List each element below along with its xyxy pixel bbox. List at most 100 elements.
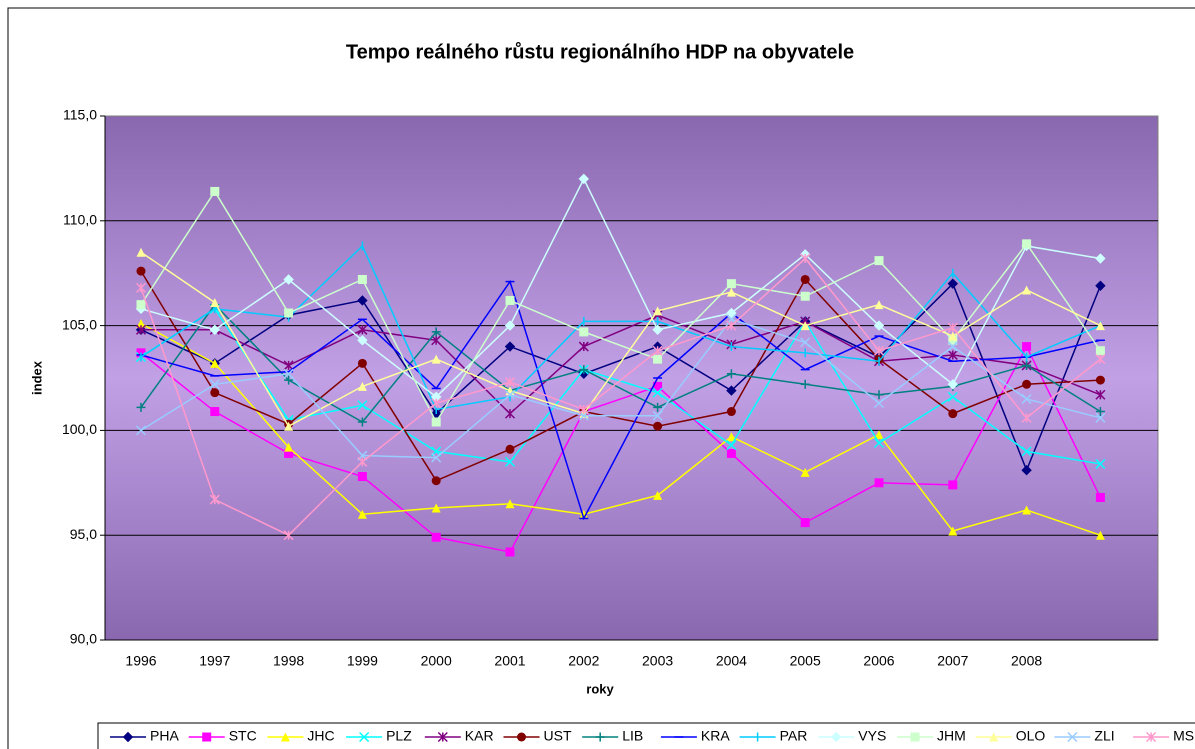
marker — [283, 530, 294, 541]
marker — [726, 287, 736, 297]
marker — [210, 298, 220, 308]
marker — [504, 320, 516, 331]
marker — [136, 266, 146, 276]
marker — [1022, 285, 1032, 295]
marker — [505, 295, 515, 305]
marker — [726, 369, 736, 379]
marker — [210, 388, 220, 398]
marker — [948, 480, 958, 490]
marker — [948, 409, 958, 419]
marker — [431, 532, 441, 542]
marker — [1022, 342, 1032, 352]
marker — [1021, 393, 1032, 404]
legend-label: PLZ — [386, 728, 412, 744]
marker — [652, 410, 663, 421]
x-tick-label: 2002 — [568, 653, 599, 669]
marker — [1022, 505, 1032, 515]
marker — [873, 345, 885, 356]
marker — [284, 442, 294, 452]
x-tick-label: 2001 — [494, 653, 525, 669]
marker — [505, 499, 515, 509]
marker — [1095, 354, 1106, 365]
marker — [357, 324, 368, 335]
marker — [280, 732, 290, 742]
marker — [653, 421, 663, 431]
marker — [284, 421, 294, 431]
marker — [437, 731, 448, 743]
marker — [873, 437, 885, 449]
marker — [726, 307, 737, 319]
marker — [1095, 321, 1105, 331]
marker — [726, 385, 737, 396]
marker — [947, 322, 958, 333]
series-line — [140, 344, 1102, 553]
marker — [800, 253, 811, 264]
marker — [726, 448, 736, 458]
marker — [653, 354, 663, 364]
marker — [284, 375, 294, 385]
legend-label: LIB — [622, 728, 643, 744]
series-line — [140, 322, 1101, 536]
marker — [136, 402, 146, 412]
marker — [874, 430, 884, 440]
marker — [504, 456, 516, 467]
marker — [595, 732, 605, 742]
marker — [653, 306, 663, 316]
marker — [284, 308, 294, 318]
marker — [653, 490, 663, 500]
marker — [431, 417, 441, 427]
marker — [136, 300, 146, 310]
x-tick-label: 1998 — [273, 653, 304, 669]
marker — [283, 360, 294, 371]
series-line — [140, 190, 1102, 424]
x-tick-label: 1996 — [125, 653, 156, 669]
marker — [800, 467, 810, 477]
legend-label: STC — [229, 728, 257, 744]
chart-title: Tempo reálného růstu regionálního HDP na… — [346, 41, 854, 63]
series-line — [140, 257, 1101, 537]
marker — [210, 407, 220, 417]
marker — [947, 341, 958, 352]
marker — [1095, 412, 1106, 423]
marker — [431, 354, 441, 364]
marker — [357, 400, 368, 411]
marker — [135, 324, 147, 335]
marker — [874, 300, 884, 310]
y-tick-label: 110,0 — [63, 212, 97, 228]
marker — [357, 509, 367, 519]
marker — [800, 321, 810, 331]
marker — [652, 387, 663, 398]
y-axis-title: index — [29, 360, 44, 395]
marker — [357, 358, 367, 368]
marker — [874, 390, 884, 400]
marker — [1095, 375, 1105, 385]
marker — [517, 732, 526, 742]
marker — [431, 398, 442, 409]
marker — [726, 407, 736, 417]
legend-label: OLO — [1016, 728, 1046, 744]
marker — [1022, 379, 1032, 389]
marker — [1021, 412, 1032, 423]
marker — [1095, 530, 1105, 540]
marker — [1095, 346, 1105, 356]
series-line — [140, 279, 1101, 521]
marker — [800, 274, 810, 284]
x-tick-label: 2000 — [421, 653, 452, 669]
marker — [504, 377, 516, 388]
legend-label: KAR — [465, 728, 494, 744]
legend-label: MSK — [1173, 728, 1195, 744]
marker — [136, 247, 146, 257]
marker — [726, 320, 737, 331]
marker — [1021, 446, 1032, 457]
series-line — [140, 244, 1101, 411]
marker — [726, 432, 736, 442]
marker — [1067, 731, 1078, 743]
marker — [1022, 360, 1032, 370]
marker — [947, 349, 958, 360]
marker — [357, 335, 368, 346]
legend-label: PHA — [150, 728, 179, 744]
marker — [431, 476, 441, 486]
marker — [726, 279, 736, 289]
marker — [431, 335, 442, 346]
